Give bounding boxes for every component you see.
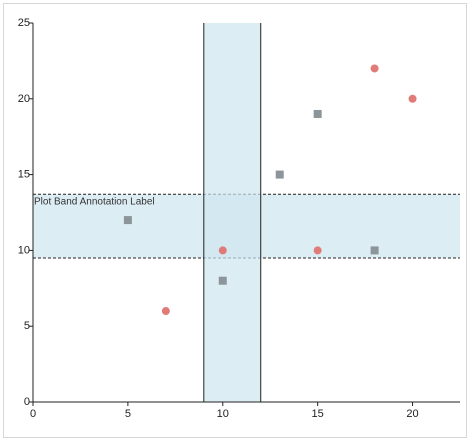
x-tick-label: 5 [125,408,131,420]
y-tick-label: 5 [24,320,30,332]
scatter-point-square [370,246,379,255]
y-tick-label: 0 [24,396,30,408]
plot-bands [33,23,460,402]
vertical-plot-band [203,23,261,402]
y-tick-label: 10 [18,244,30,256]
scatter-point-square [275,170,284,179]
x-tick-label: 0 [30,408,36,420]
x-tick-label: 15 [312,408,324,420]
y-tick-label: 15 [18,169,30,181]
scatter-point-circle [218,246,227,255]
x-tick-label: 10 [217,408,229,420]
scatter-point-square [218,276,227,285]
x-tick-label: 20 [406,408,418,420]
scatter-point-circle [408,94,417,103]
scatter-point-circle [370,64,379,73]
scatter-point-square [123,216,132,225]
y-tick-label: 25 [18,17,30,29]
y-tick-label: 20 [18,93,30,105]
scatter-point-circle [161,307,170,316]
scatter-point-circle [313,246,322,255]
data-points [123,64,417,316]
scatter-point-square [313,109,322,118]
band-annotation-label: Plot Band Annotation Label [34,196,155,207]
axes: 0 5 10 15 20 25 0 5 10 15 20 [18,17,460,420]
